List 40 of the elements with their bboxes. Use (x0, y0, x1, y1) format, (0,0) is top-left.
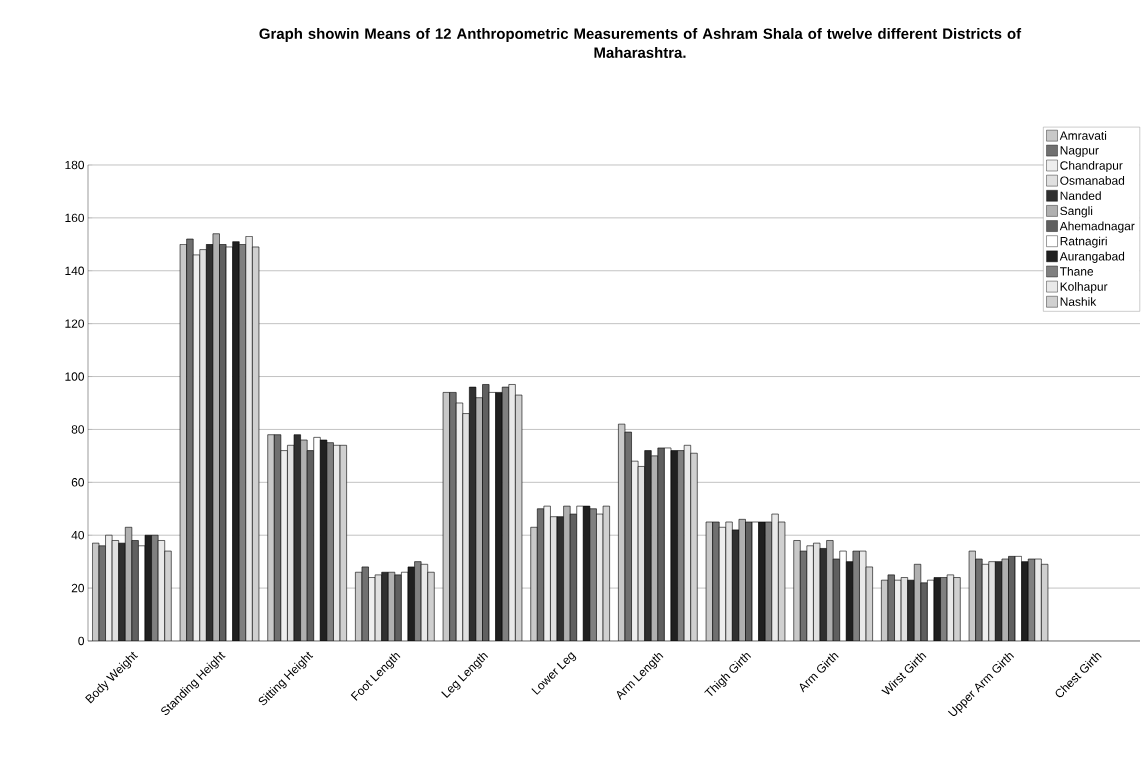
bar (245, 236, 253, 641)
y-tick-label: 180 (65, 160, 85, 170)
y-tick-label: 100 (65, 372, 85, 381)
legend-label: Kolhapur (1060, 282, 1108, 294)
bar (199, 249, 207, 641)
bar (118, 543, 126, 641)
y-tick-label: 60 (71, 478, 85, 487)
y-tick-label: 40 (71, 530, 85, 540)
chart-title: Graph showin Means of 12 Anthropometric Measurements of Ashram Shala of twelve different Districts of Maharashtra. (259, 28, 1022, 58)
bar (508, 384, 516, 641)
legend-label: Ratnagiri (1060, 236, 1107, 248)
legend-label: Sangli (1060, 206, 1093, 218)
bar (725, 521, 733, 641)
bar (988, 561, 996, 641)
y-tick-label: 0 (78, 636, 85, 646)
y-tick-label: 120 (65, 319, 85, 328)
legend-label: Nashik (1060, 297, 1097, 306)
bar (690, 453, 698, 641)
y-tick-label: 20 (71, 583, 85, 593)
legend-label: Amravati (1059, 131, 1107, 140)
y-tick-label: 160 (65, 213, 85, 223)
bar (563, 506, 571, 641)
bar (300, 440, 308, 641)
bar (449, 392, 457, 641)
legend-label: Nanded (1060, 191, 1101, 200)
legend-label: Osmanabad (1060, 176, 1125, 185)
legend-label: Chandrapur (1060, 160, 1123, 173)
bar (186, 239, 194, 641)
legend-label: Thane (1059, 266, 1094, 276)
bar (826, 540, 834, 641)
bar (462, 413, 470, 641)
legend-label: Ahemadnagar (1059, 221, 1135, 233)
bar (712, 521, 720, 641)
legend-label: Aurangabad (1059, 251, 1125, 263)
bar (644, 450, 652, 641)
bar (771, 514, 779, 641)
y-tick-label: 80 (71, 425, 85, 434)
y-tick-label: 140 (65, 266, 85, 275)
legend-label: Nagpur (1060, 146, 1099, 157)
x-tick-label: Arm Girth (799, 653, 839, 693)
